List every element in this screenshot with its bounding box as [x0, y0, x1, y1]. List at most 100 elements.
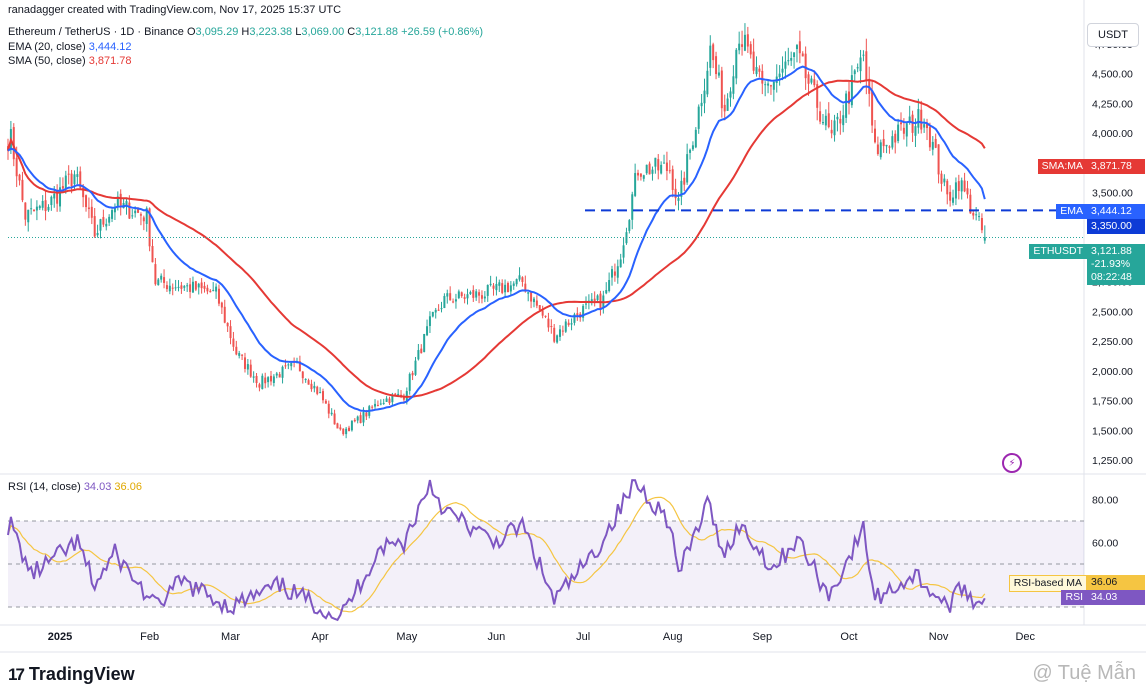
candle-body: [767, 83, 770, 86]
candle-body: [720, 70, 723, 109]
price-tick-label: 2,500.00: [1092, 306, 1133, 318]
candle-body: [327, 403, 330, 414]
candle-body: [339, 427, 342, 430]
candle-body: [420, 348, 423, 354]
rsi-legend[interactable]: RSI (14, close) 34.03 36.06: [8, 481, 142, 493]
candle-body: [781, 68, 784, 73]
price-tick-label: 4,500.00: [1092, 69, 1133, 81]
candle-body: [443, 296, 446, 309]
candle-body: [281, 366, 284, 378]
open-label: O: [186, 26, 196, 38]
candle-body: [226, 322, 229, 327]
candle-body: [428, 316, 431, 326]
candle-body: [400, 394, 403, 396]
candle-body: [437, 309, 440, 311]
rsi-legend-value: 34.03: [83, 481, 112, 493]
time-tick-label: Jul: [576, 631, 590, 643]
candle-body: [376, 404, 379, 406]
candle-body: [183, 286, 186, 288]
candle-body: [426, 326, 429, 336]
candle-body: [758, 68, 761, 72]
candle-body: [888, 146, 891, 148]
candle-body: [18, 174, 21, 181]
candle-body: [879, 142, 882, 158]
candle-body: [137, 208, 140, 213]
candle-body: [530, 292, 533, 302]
candle-body: [729, 91, 732, 98]
candle-body: [475, 291, 478, 298]
candle-body: [53, 193, 56, 199]
candle-body: [582, 305, 585, 318]
candle-body: [59, 187, 62, 207]
candle-body: [651, 169, 654, 174]
candle-body: [506, 283, 509, 293]
candle-body: [645, 164, 648, 174]
candle-body: [663, 162, 666, 164]
candle-body: [307, 380, 310, 385]
candle-body: [845, 93, 848, 118]
time-tick-label: Dec: [1015, 631, 1035, 643]
candle-body: [96, 232, 99, 236]
ema-legend-label: EMA (20, close): [8, 41, 86, 53]
candle-body: [423, 334, 426, 352]
candle-body: [480, 295, 483, 299]
candles-group: [7, 23, 986, 439]
price-tick-label: 4,000.00: [1092, 128, 1133, 140]
lightning-icon[interactable]: ⚡: [1002, 453, 1022, 473]
candle-body: [82, 187, 85, 198]
candle-body: [134, 210, 137, 214]
candle-body: [180, 285, 183, 289]
candle-body: [743, 34, 746, 51]
candle-body: [111, 210, 114, 219]
candle-body: [362, 412, 365, 423]
time-tick-label: Oct: [840, 631, 857, 643]
candle-body: [671, 169, 674, 190]
time-tick-label: Mar: [221, 631, 240, 643]
footer-brand[interactable]: 17 TradingView: [8, 664, 135, 685]
candle-body: [197, 283, 200, 288]
time-tick-label: Sep: [753, 631, 773, 643]
candle-body: [752, 51, 755, 71]
candle-body: [983, 237, 986, 241]
time-tick-label: Jun: [488, 631, 506, 643]
candle-body: [558, 329, 561, 337]
candle-body: [264, 377, 267, 384]
candle-body: [978, 216, 981, 218]
time-tick-label: May: [396, 631, 417, 643]
candle-body: [38, 206, 41, 209]
candle-body: [102, 217, 105, 225]
candle-body: [379, 403, 382, 405]
sma-legend[interactable]: SMA (50, close) 3,871.78: [8, 55, 132, 67]
currency-button[interactable]: USDT: [1087, 23, 1139, 47]
candle-body: [191, 281, 194, 293]
candle-body: [975, 214, 978, 216]
candle-body: [616, 266, 619, 278]
candle-body: [15, 157, 18, 177]
candle-body: [353, 419, 356, 422]
candle-body: [842, 115, 845, 126]
tradingview-logo-icon: 17: [8, 664, 25, 684]
candle-body: [194, 281, 197, 290]
symbol-title[interactable]: Ethereum / TetherUS · 1D · Binance: [8, 26, 184, 38]
candle-body: [585, 303, 587, 305]
candle-body: [304, 379, 307, 381]
candle-body: [726, 98, 729, 111]
candle-body: [220, 302, 223, 308]
ema-legend[interactable]: EMA (20, close) 3,444.12: [8, 41, 132, 53]
candle-body: [261, 375, 264, 390]
last-price-change: -21.93%: [1091, 258, 1131, 270]
candle-body: [954, 182, 957, 199]
candle-body: [527, 292, 530, 294]
candle-body: [694, 129, 697, 148]
candle-body: [371, 406, 374, 408]
candle-body: [836, 116, 839, 120]
rsi-ma-tag-value: 36.06: [1087, 575, 1145, 590]
time-tick-label: Aug: [663, 631, 683, 643]
candle-body: [541, 310, 544, 316]
candle-body: [324, 400, 327, 404]
candle-body: [489, 283, 492, 285]
candle-body: [599, 293, 602, 309]
candle-body: [801, 53, 804, 57]
candle-body: [859, 57, 862, 72]
sma-legend-value: 3,871.78: [88, 55, 132, 67]
